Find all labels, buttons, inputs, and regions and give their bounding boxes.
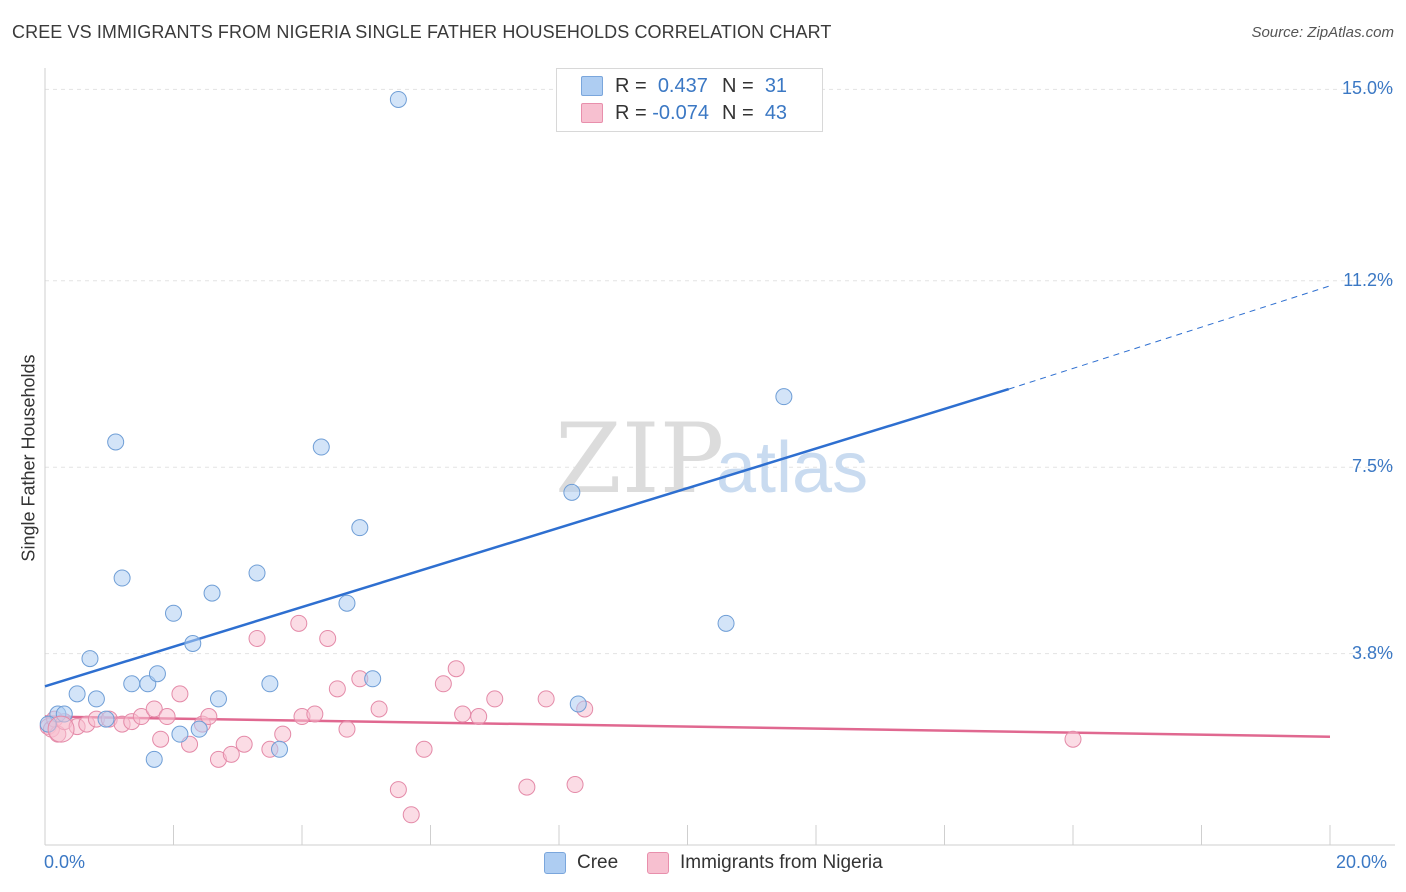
y-tick-label: 11.2%: [1343, 269, 1393, 290]
point-cree: [113, 569, 131, 587]
point-nigeria: [434, 675, 452, 693]
bottom-legend-swatch-cree: [544, 852, 566, 874]
point-nigeria: [370, 700, 388, 718]
point-cree: [312, 438, 330, 456]
point-nigeria: [171, 685, 189, 703]
point-cree: [184, 635, 202, 653]
bottom-legend-cree[interactable]: Cree: [544, 852, 618, 874]
point-cree: [148, 665, 166, 683]
point-cree: [364, 670, 382, 688]
legend-r-value-nigeria: -0.074: [652, 101, 709, 124]
trend-line-nigeria: [44, 715, 1331, 738]
point-nigeria: [415, 740, 433, 758]
point-cree: [145, 750, 163, 768]
point-cree: [271, 740, 289, 758]
bottom-legend-label-nigeria: Immigrants from Nigeria: [680, 852, 883, 873]
axes: [44, 68, 1395, 846]
chart-title: CREE VS IMMIGRANTS FROM NIGERIA SINGLE F…: [12, 22, 832, 42]
data-points: [39, 90, 1082, 824]
point-cree: [569, 695, 587, 713]
legend-swatch-nigeria: [581, 103, 603, 123]
point-cree: [107, 433, 125, 451]
point-nigeria: [200, 708, 218, 726]
legend-row-cree: R = 0.437 N = 31: [581, 73, 787, 99]
point-nigeria: [338, 720, 356, 738]
legend-n-value-cree: 31: [764, 74, 788, 97]
point-nigeria: [47, 715, 75, 743]
y-tick-label: 3.8%: [1351, 642, 1393, 663]
point-nigeria: [486, 690, 504, 708]
y-tick-label: 15.0%: [1341, 78, 1393, 99]
point-nigeria: [274, 725, 292, 743]
point-cree: [190, 720, 208, 738]
point-cree: [248, 564, 266, 582]
watermark: ZIP atlas: [555, 403, 868, 515]
point-cree: [165, 604, 182, 622]
source-label: Source: ZipAtlas.com: [1251, 24, 1394, 41]
point-nigeria: [158, 708, 176, 726]
point-cree: [351, 519, 369, 537]
point-cree: [97, 710, 115, 728]
y-tick-label: 7.5%: [1351, 456, 1393, 477]
point-cree: [171, 725, 189, 743]
point-nigeria: [402, 806, 420, 824]
point-cree: [717, 614, 735, 632]
point-cree: [81, 650, 99, 668]
point-nigeria: [222, 745, 240, 763]
bottom-legend-nigeria[interactable]: Immigrants from Nigeria: [647, 852, 883, 874]
point-cree: [389, 90, 407, 108]
point-cree: [123, 675, 141, 693]
point-nigeria: [470, 708, 488, 726]
bottom-legend-label-cree: Cree: [577, 852, 619, 873]
point-nigeria: [306, 705, 324, 723]
x-tick-label-min: 0.0%: [44, 852, 86, 872]
point-nigeria: [152, 730, 170, 748]
point-nigeria: [566, 776, 584, 794]
gridlines: [45, 88, 1395, 655]
point-cree: [338, 594, 356, 612]
y-axis-label: Single Father Households: [18, 354, 39, 562]
legend-n-value-nigeria: 43: [764, 101, 788, 124]
point-nigeria: [447, 660, 465, 678]
point-cree: [68, 685, 86, 703]
point-nigeria: [518, 778, 536, 796]
point-cree: [87, 690, 105, 708]
point-nigeria: [235, 735, 253, 753]
trend-line-cree: [44, 387, 1010, 688]
legend-row-nigeria: R = -0.074 N = 43: [581, 100, 787, 126]
x-tick-label-max: 20.0%: [1336, 852, 1388, 872]
point-nigeria: [248, 629, 266, 647]
bottom-legend-swatch-nigeria: [647, 852, 669, 874]
point-cree: [563, 483, 581, 501]
point-nigeria: [132, 708, 150, 726]
point-cree: [203, 584, 221, 602]
point-nigeria: [537, 690, 555, 708]
point-nigeria: [1064, 730, 1082, 748]
point-nigeria: [145, 700, 163, 718]
trend-lines: [44, 285, 1331, 738]
point-cree: [209, 690, 227, 708]
watermark-zip: ZIP: [555, 403, 724, 515]
point-nigeria: [389, 781, 407, 799]
point-nigeria: [454, 705, 472, 723]
legend-r-value-cree: 0.437: [657, 74, 708, 97]
point-cree: [775, 388, 793, 406]
correlation-legend: R = 0.437 N = 31 R = -0.074 N = 43: [556, 68, 823, 132]
trend-line-cree-extension: [1008, 285, 1331, 390]
legend-swatch-cree: [581, 76, 603, 96]
point-nigeria: [290, 614, 308, 632]
point-nigeria: [328, 680, 346, 698]
point-nigeria: [319, 629, 337, 647]
point-cree: [261, 675, 279, 693]
